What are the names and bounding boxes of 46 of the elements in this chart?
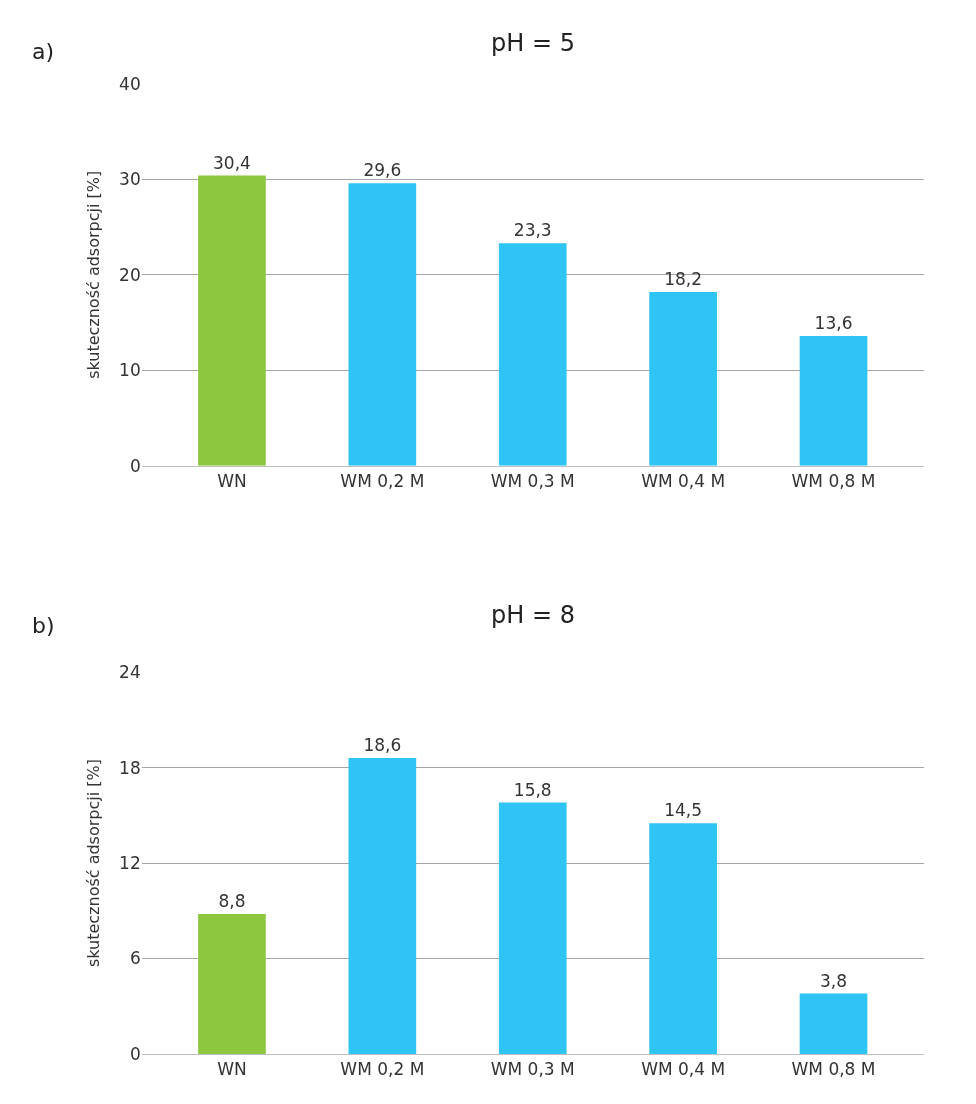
data-label: 14,5 xyxy=(664,800,703,821)
bar xyxy=(498,243,567,466)
bar xyxy=(198,913,266,1054)
y-tick-label: 24 xyxy=(119,662,141,683)
bar xyxy=(799,335,868,466)
chart-title: pH = 5 xyxy=(491,29,575,57)
x-tick-label: WM 0,2 M xyxy=(340,1059,425,1080)
data-label: 3,8 xyxy=(820,970,848,991)
y-tick-label: 0 xyxy=(129,455,141,476)
text: a) xyxy=(32,39,55,64)
y-tick-label: 10 xyxy=(119,360,141,381)
y-tick-label: 6 xyxy=(129,948,141,969)
text: b) xyxy=(32,613,55,638)
x-tick-label: WN xyxy=(217,1059,247,1080)
data-label: 23,3 xyxy=(513,220,552,241)
chart-title: pH = 8 xyxy=(491,601,575,629)
bar xyxy=(198,175,266,466)
x-tick-label: WM 0,3 M xyxy=(490,1059,575,1080)
data-label: 13,6 xyxy=(814,312,853,333)
y-tick-label: 20 xyxy=(119,264,141,285)
bar xyxy=(649,823,717,1054)
x-tick-label: WM 0,2 M xyxy=(340,471,425,492)
bar xyxy=(498,802,567,1054)
y-axis-title: skuteczność adsorpcji [%] xyxy=(83,759,103,968)
bar xyxy=(348,183,417,466)
y-tick-label: 40 xyxy=(119,73,141,94)
x-tick-label: WM 0,3 M xyxy=(490,471,575,492)
x-tick-label: WM 0,8 M xyxy=(791,1059,876,1080)
x-tick-label: WM 0,4 M xyxy=(641,471,726,492)
x-tick-label: WM 0,4 M xyxy=(641,1059,726,1080)
y-tick-label: 0 xyxy=(129,1043,141,1064)
data-label: 18,2 xyxy=(664,269,703,290)
bar xyxy=(348,758,417,1054)
bar xyxy=(649,292,717,466)
x-tick-label: WM 0,8 M xyxy=(791,471,876,492)
bar xyxy=(799,993,868,1054)
y-tick-label: 18 xyxy=(119,757,141,778)
y-axis-title: skuteczność adsorpcji [%] xyxy=(83,170,103,379)
data-label: 8,8 xyxy=(218,890,246,911)
x-tick-label: WN xyxy=(217,471,247,492)
data-label: 29,6 xyxy=(363,160,402,181)
data-label: 15,8 xyxy=(513,779,552,800)
y-tick-label: 12 xyxy=(119,853,141,874)
data-label: 30,4 xyxy=(213,152,251,173)
y-tick-label: 30 xyxy=(119,169,141,190)
data-label: 18,6 xyxy=(363,735,402,756)
